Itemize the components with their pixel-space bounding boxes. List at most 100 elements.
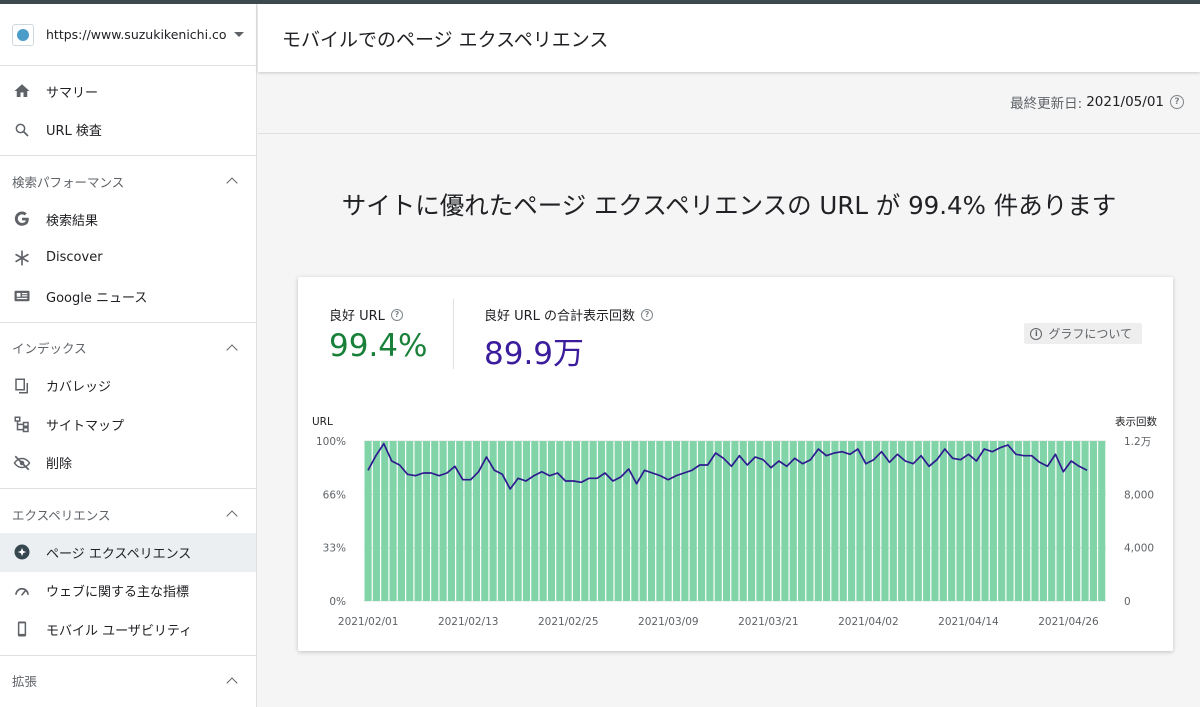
chart-bar [472,441,481,601]
sidebar-item-label: カバレッジ [46,380,112,396]
chart-bar [664,441,672,601]
sitemap-icon [12,414,32,434]
section-header-index[interactable]: インデックス [0,323,256,373]
top-bar [0,0,1200,4]
sidebar-item-google-news[interactable]: Google ニュース [0,277,256,316]
chart-bar [564,441,572,601]
chevron-up-icon [226,177,238,189]
property-url: https://www.suzukikenichi.co... [46,27,226,42]
chart-bar [639,441,647,601]
chart-bar [714,441,722,601]
right-axis-title: 表示回数 [1115,415,1157,428]
chart-bar [606,441,614,601]
search-icon [12,120,32,140]
chart-bar [1081,441,1089,601]
chart-bar [372,441,380,601]
chart-bar [722,441,731,601]
help-icon[interactable]: ? [390,308,403,321]
chart-bar [1056,441,1064,601]
chart-bar [614,441,622,601]
section-title: 拡張 [12,674,38,689]
chart-bar [748,441,756,601]
sidebar: https://www.suzukikenichi.co... サマリー URL… [0,4,257,707]
sidebar-item-label: ウェブに関する主な指標 [46,585,190,601]
chart-bar [1014,441,1022,601]
chart-bar [1006,441,1014,601]
site-favicon-icon [12,23,34,46]
sidebar-item-url-inspection[interactable]: URL 検査 [0,111,256,150]
x-tick-label: 2021/02/01 [338,616,399,628]
chart-bar [439,441,447,601]
section-title: エクスペリエンス [12,507,111,523]
help-icon[interactable]: ? [641,308,654,321]
sidebar-item-page-experience[interactable]: ページ エクスペリエンス [0,533,256,572]
x-tick-label: 2021/04/26 [1038,616,1099,628]
chart-bar [631,441,639,601]
sidebar-item-core-web-vitals[interactable]: ウェブに関する主な指標 [0,572,256,611]
section-header-experience[interactable]: エクスペリエンス [0,489,256,539]
speed-gauge-icon [12,581,32,601]
x-tick-label: 2021/02/25 [538,616,599,628]
chart-bar [823,441,831,601]
y-tick-label-right: 4,000 [1124,543,1154,555]
property-selector[interactable]: https://www.suzukikenichi.co... [0,4,256,66]
metric-good-urls[interactable]: 良好 URL ? 99.4% [329,305,427,364]
chart-bar [539,441,547,601]
section-title: 検索パフォーマンス [12,174,125,190]
news-icon [12,286,32,306]
eye-off-icon [12,453,32,473]
sidebar-item-summary[interactable]: サマリー [0,72,256,111]
section-header-enhancements[interactable]: 拡張 [0,656,256,706]
y-tick-label-left: 100% [316,436,346,448]
sidebar-item-label: サマリー [46,85,99,101]
sidebar-item-sitemaps[interactable]: サイトマップ [0,405,256,444]
metric-value: 89.9万 [484,336,585,372]
metric-label: 良好 URL [329,309,385,324]
chart-bar [381,441,389,601]
last-updated-value: 2021/05/01 [1086,94,1164,110]
chart-bar [848,441,856,601]
page-header: モバイルでのページ エクスペリエンス [258,4,1200,72]
chart-bar [831,441,839,601]
about-chart-label: グラフについて [1048,327,1132,341]
home-icon [12,81,32,101]
chart-bar [572,441,581,601]
y-tick-label-right: 1.2万 [1124,436,1151,448]
sidebar-item-coverage[interactable]: カバレッジ [0,367,256,406]
chart-bar [1048,441,1056,601]
sidebar-item-search-results[interactable]: 検索結果 [0,200,256,239]
metric-impressions[interactable]: 良好 URL の合計表示回数 ? 89.9万 [484,305,654,373]
section-header-search-performance[interactable]: 検索パフォーマンス [0,156,256,206]
sidebar-item-label: サイトマップ [46,418,125,434]
x-tick-label: 2021/03/21 [738,616,799,628]
add-circle-icon [12,542,32,562]
chart-bar [689,441,697,601]
sidebar-item-label: Discover [46,250,103,266]
chart-bar [447,441,456,601]
chart-bar [489,441,497,601]
chart-bar [1039,441,1047,601]
x-tick-label: 2021/04/14 [938,616,999,628]
chart-bar [806,441,814,601]
chart-bar [764,441,772,601]
about-chart-button[interactable]: i グラフについて [1024,323,1142,344]
metric-divider [453,299,454,369]
chart-bar [739,441,747,601]
chart-bar [948,441,956,601]
report-card: 良好 URL ? 99.4% 良好 URL の合計表示回数 ? 89.9万 i … [298,277,1173,651]
copy-icon [12,376,32,396]
dropdown-caret-icon [234,32,244,37]
chart-bar [931,441,939,601]
chart-bar [773,441,781,601]
page-title: モバイルでのページ エクスペリエンス [282,28,609,51]
help-icon[interactable]: ? [1170,95,1184,109]
sidebar-item-label: 検索結果 [46,213,99,229]
sidebar-item-mobile-usability[interactable]: モバイル ユーザビリティ [0,610,256,649]
sidebar-item-label: 削除 [46,457,73,473]
metric-value: 99.4% [329,328,428,364]
sidebar-item-removals[interactable]: 削除 [0,444,256,483]
chart-bar [522,441,531,601]
chart-bar [923,441,931,601]
sidebar-item-discover[interactable]: Discover [0,239,256,278]
chart-bar [1089,441,1097,601]
